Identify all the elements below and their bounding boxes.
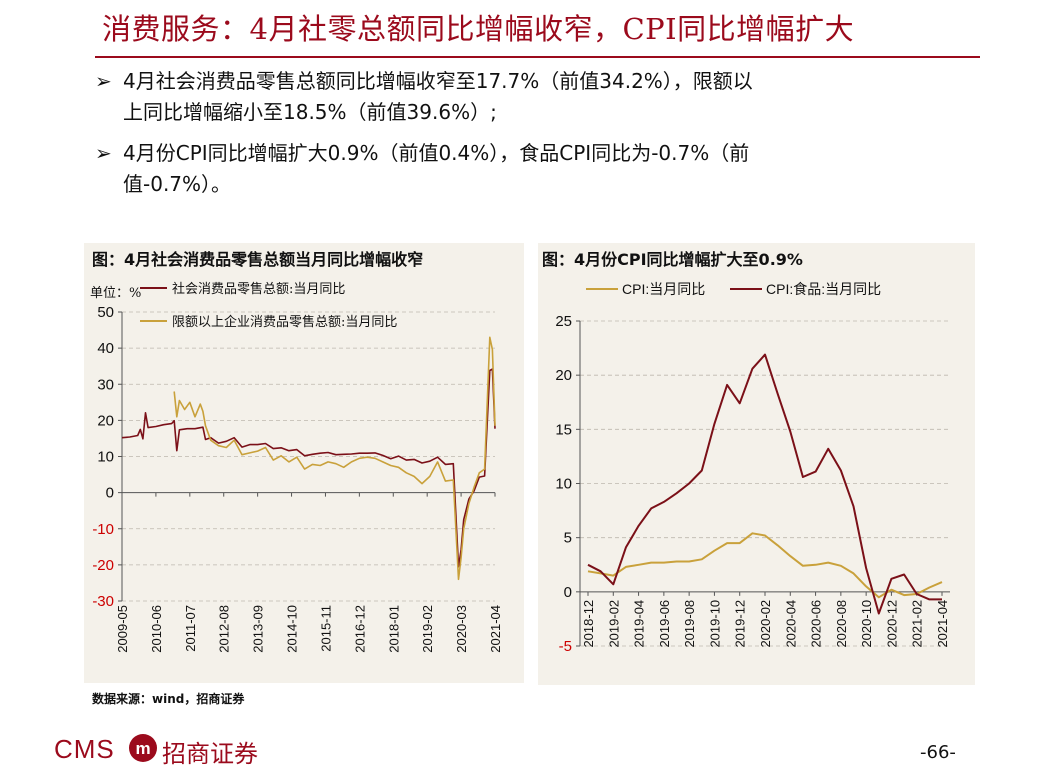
logo-text: CMS — [54, 734, 115, 764]
y-tick-label: -5 — [559, 638, 572, 655]
x-tick-label: 2018-12 — [581, 600, 596, 648]
x-tick-label: 2020-12 — [884, 600, 899, 648]
y-tick-label: 15 — [555, 421, 572, 438]
x-tick-label: 2020-06 — [809, 600, 824, 648]
chart-title: 图：4月社会消费品零售总额当月同比增幅收窄 — [92, 250, 423, 269]
x-tick-label: 2019-12 — [733, 600, 748, 648]
x-tick-label: 2016-12 — [352, 605, 367, 653]
y-tick-label: -10 — [92, 521, 114, 538]
title-divider — [95, 56, 980, 58]
x-tick-label: 2020-03 — [454, 605, 469, 653]
unit-label: 单位：% — [90, 286, 141, 301]
bullet-cpi: ➢ 4月份CPI同比增幅扩大0.9%（前值0.4%），食品CPI同比为-0.7%（… — [95, 138, 975, 200]
bullet-marker: ➢ — [95, 141, 112, 165]
chart-title: 图：4月份CPI同比增幅扩大至0.9% — [542, 250, 803, 269]
y-tick-label: 10 — [97, 449, 114, 466]
bullet-retail-sales: ➢ 4月社会消费品零售总额同比增幅收窄至17.7%（前值34.2%），限额以 上同… — [95, 66, 975, 128]
bullet-line: 值-0.7%）。 — [123, 172, 232, 196]
data-source-note: 数据来源：wind，招商证券 — [92, 692, 245, 706]
legend-label: CPI:食品:当月同比 — [766, 281, 881, 297]
x-tick-label: 2015-11 — [318, 605, 333, 652]
series-line-retail-sales — [121, 368, 496, 568]
x-tick-label: 2019-02 — [420, 605, 435, 653]
page-number: -66- — [920, 742, 956, 763]
x-tick-label: 2014-10 — [285, 605, 300, 653]
logo-mark-glyph: m — [135, 739, 150, 758]
legend-label: 限额以上企业消费品零售总额:当月同比 — [172, 314, 397, 330]
x-tick-label: 2019-10 — [707, 600, 722, 648]
x-tick-label: 2019-06 — [657, 600, 672, 648]
bullet-line: 上同比增幅缩小至18.5%（前值39.6%）; — [123, 100, 497, 124]
x-tick-label: 2019-08 — [682, 600, 697, 648]
series-line-cpi — [587, 532, 943, 599]
x-tick-label: 2020-04 — [783, 600, 798, 648]
x-tick-label: 2019-04 — [632, 600, 647, 648]
y-tick-label: 20 — [97, 412, 114, 429]
series-line-food-cpi — [587, 353, 942, 615]
legend-label: CPI:当月同比 — [622, 281, 705, 297]
y-tick-label: 5 — [564, 530, 572, 547]
series-line-above-quota — [173, 336, 496, 581]
x-tick-label: 2019-02 — [606, 600, 621, 648]
x-tick-label: 2011-07 — [183, 605, 198, 652]
y-tick-label: 40 — [97, 340, 114, 357]
y-tick-label: -20 — [92, 557, 114, 574]
bullet-line: 4月份CPI同比增幅扩大0.9%（前值0.4%），食品CPI同比为-0.7%（前 — [123, 141, 750, 165]
x-tick-label: 2021-04 — [488, 605, 503, 653]
y-tick-label: 10 — [555, 476, 572, 493]
y-tick-label: 20 — [555, 367, 572, 384]
chart-panel-cpi: 图：4月份CPI同比增幅扩大至0.9% 25 20 15 10 5 0 -5 2018-12 20… — [538, 243, 975, 685]
logo-mark-icon: m — [129, 734, 157, 762]
legend-label: 社会消费品零售总额:当月同比 — [172, 281, 345, 297]
slide-title: 消费服务：4月社零总额同比增幅收窄，CPI同比增幅扩大 — [102, 12, 855, 46]
y-tick-label: 0 — [564, 584, 572, 601]
y-tick-label: 30 — [97, 376, 114, 393]
y-tick-label: -30 — [92, 593, 114, 610]
y-tick-label: 0 — [106, 485, 114, 502]
x-tick-label: 2010-06 — [149, 605, 164, 653]
bullet-line: 4月社会消费品零售总额同比增幅收窄至17.7%（前值34.2%），限额以 — [123, 69, 753, 93]
x-tick-label: 2021-02 — [910, 600, 925, 648]
x-tick-label: 2020-08 — [834, 600, 849, 648]
x-tick-label: 2020-02 — [758, 600, 773, 648]
x-tick-label: 2018-01 — [386, 605, 401, 653]
x-tick-label: 2013-09 — [251, 605, 266, 653]
y-tick-label: 50 — [97, 304, 114, 321]
y-tick-label: 25 — [555, 313, 572, 330]
logo-chinese-name: 招商证券 — [162, 740, 258, 768]
cpi-chart: 图：4月份CPI同比增幅扩大至0.9% 25 20 15 10 5 0 -5 2018-12 20… — [542, 250, 950, 655]
x-tick-label: 2021-04 — [935, 600, 950, 648]
x-tick-label: 2012-08 — [217, 605, 232, 653]
x-tick-label: 2009-05 — [115, 605, 130, 653]
chart-panel-retail: 图：4月社会消费品零售总额当月同比增幅收窄单位：% 50 40 30 20 10 0 -10 -… — [84, 243, 524, 683]
bullet-marker: ➢ — [95, 69, 112, 93]
x-tick-label: 2020-10 — [859, 600, 874, 648]
